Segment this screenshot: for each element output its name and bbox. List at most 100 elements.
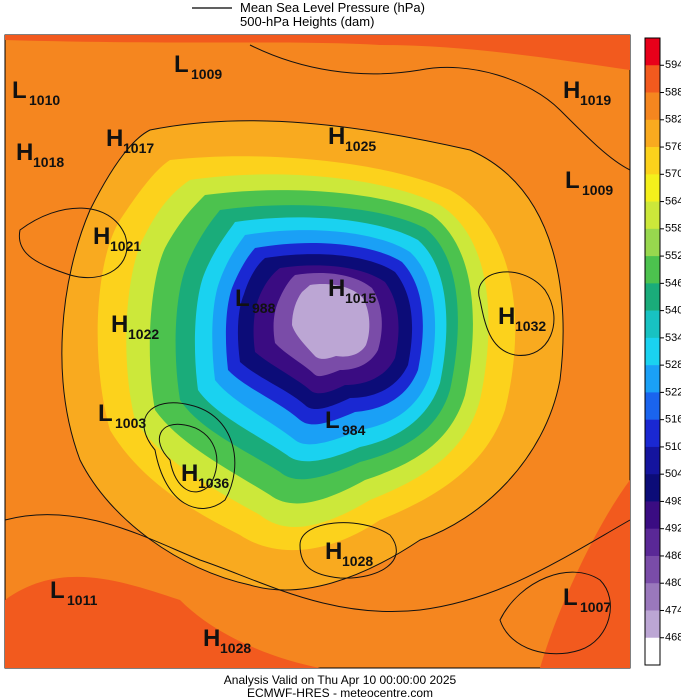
colorbar-segment: [645, 583, 660, 611]
center-letter: L: [12, 77, 27, 104]
center-letter: H: [328, 275, 345, 302]
colorbar-segment: [645, 283, 660, 311]
center-pressure: 988: [252, 300, 276, 316]
colorbar-segment: [645, 201, 660, 230]
colorbar-segment: [645, 65, 660, 93]
center-letter: H: [498, 303, 515, 330]
center-pressure: 1022: [128, 326, 159, 342]
colorbar-tick-label: 540: [665, 305, 681, 317]
center-letter: H: [328, 123, 345, 150]
center-letter: H: [203, 625, 220, 652]
isobar: [299, 522, 397, 579]
isobar: [143, 402, 236, 509]
colorbar-segment: [645, 174, 660, 202]
center-pressure: 1010: [29, 92, 60, 108]
colorbar-segment: [645, 92, 660, 121]
legend-line-label: Mean Sea Level Pressure (hPa): [240, 0, 425, 15]
center-pressure: 1018: [33, 154, 64, 170]
colorbar-tick-label: 588: [665, 86, 681, 98]
colorbar-tick-label: 576: [665, 141, 681, 153]
colorbar-segment: [645, 637, 660, 666]
colorbar-tick-label: 522: [665, 386, 681, 398]
colorbar-segment: [645, 38, 660, 66]
colorbar-segment: [645, 392, 660, 420]
center-pressure: 1025: [345, 138, 376, 154]
center-pressure: 1032: [515, 318, 546, 334]
colorbar-segment: [645, 256, 660, 284]
colorbar-segment: [645, 147, 660, 175]
colorbar-segment: [645, 228, 660, 257]
colorbar-tick-label: 504: [665, 468, 681, 480]
colorbar-tick-label: 570: [665, 168, 681, 180]
field-ring: [5, 576, 320, 668]
colorbar-tick-label: 552: [665, 250, 681, 262]
field-ring: [292, 284, 370, 359]
center-letter: L: [98, 400, 113, 427]
colorbar-segment: [645, 474, 660, 502]
center-pressure: 1011: [67, 592, 98, 608]
center-letter: H: [93, 223, 110, 250]
isobar: [18, 207, 128, 279]
colorbar-tick-label: 492: [665, 523, 681, 535]
center-letter: L: [563, 584, 578, 611]
isobar: [249, 44, 631, 171]
colorbar-tick-label: 516: [665, 414, 681, 426]
colorbar-tick-label: 486: [665, 550, 681, 562]
colorbar-segment: [645, 419, 660, 448]
isobar: [4, 514, 631, 613]
colorbar-tick-label: 480: [665, 577, 681, 589]
legend-shade-label: 500-hPa Heights (dam): [240, 14, 374, 29]
colorbar-segment: [645, 337, 660, 366]
colorbar: 594 588 582 576 570 564 558 552 546 540 534 528 522 5…: [644, 37, 681, 666]
colorbar-segment: [645, 555, 660, 584]
colorbar-segment: [645, 446, 660, 475]
center-letter: H: [111, 311, 128, 338]
center-pressure: 1007: [580, 599, 611, 615]
isobar: [499, 571, 611, 655]
center-pressure: 1021: [110, 238, 141, 254]
colorbar-segment: [645, 119, 660, 148]
center-pressure: 1009: [191, 66, 222, 82]
footer-source: ECMWF-HRES - meteocentre.com: [247, 686, 433, 700]
center-letter: L: [50, 577, 65, 604]
colorbar-segment: [645, 501, 660, 529]
center-pressure: 1028: [220, 640, 251, 656]
colorbar-tick-label: 474: [665, 604, 681, 616]
colorbar-tick-label: 558: [665, 223, 681, 235]
center-letter: H: [181, 460, 198, 487]
colorbar-tick-label: 546: [665, 277, 681, 289]
colorbar-segment: [645, 365, 660, 393]
center-letter: L: [235, 285, 250, 312]
colorbar-segment: [645, 528, 660, 557]
colorbar-tick-label: 468: [665, 632, 681, 644]
colorbar-tick-label: 534: [665, 332, 681, 344]
field-ring: [5, 35, 630, 70]
center-pressure: 1015: [345, 290, 376, 306]
colorbar-segment: [645, 610, 660, 639]
center-letter: L: [174, 51, 189, 78]
isobar: [61, 120, 564, 591]
center-letter: H: [325, 538, 342, 565]
colorbar-segment: [645, 310, 660, 339]
center-pressure: 1019: [580, 92, 611, 108]
center-letter: H: [106, 125, 123, 152]
colorbar-tick-label: 510: [665, 441, 681, 453]
center-pressure: 1036: [198, 475, 229, 491]
isobar: [478, 271, 555, 356]
colorbar-tick-label: 594: [665, 59, 681, 71]
footer-valid-time: Analysis Valid on Thu Apr 10 00:00:00 20…: [224, 673, 457, 687]
center-letter: L: [325, 407, 340, 434]
center-pressure: 1017: [123, 140, 154, 156]
center-letter: H: [16, 139, 33, 166]
colorbar-frame: [644, 37, 661, 666]
center-pressure: 1009: [582, 182, 613, 198]
center-pressure: 1028: [342, 553, 373, 569]
center-pressure: 1003: [115, 415, 146, 431]
center-letter: H: [563, 77, 580, 104]
isobar: [158, 423, 218, 493]
colorbar-tick-label: 564: [665, 195, 681, 207]
colorbar-tick-label: 528: [665, 359, 681, 371]
